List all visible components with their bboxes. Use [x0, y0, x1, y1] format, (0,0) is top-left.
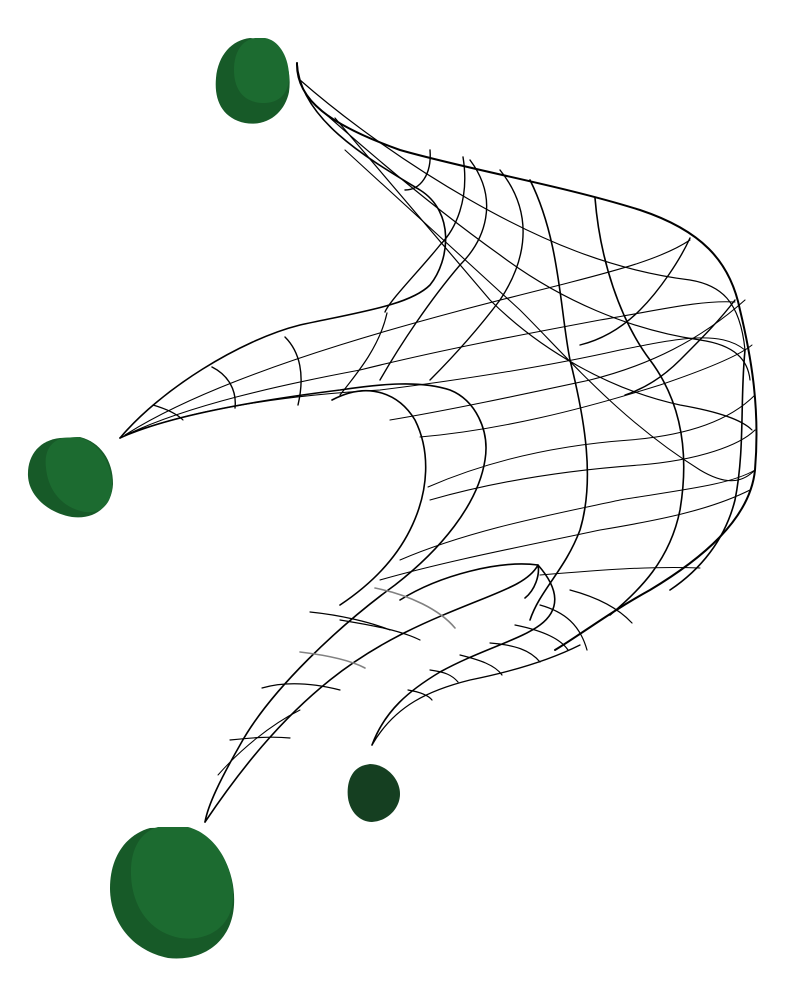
v-line-7 — [579, 237, 691, 346]
faint-line-2 — [299, 651, 366, 669]
left-rib-2 — [211, 366, 236, 409]
v-line-6 — [594, 197, 685, 616]
edge-top-inner — [119, 62, 447, 439]
wireframe-surface — [119, 62, 758, 823]
lower-rib-1 — [261, 683, 341, 691]
edge-left-lower — [119, 383, 487, 823]
u-line-4 — [344, 149, 756, 482]
edge-top-arm — [295, 62, 758, 651]
anchor-left — [27, 437, 113, 518]
body-line-3 — [427, 394, 756, 488]
bottom-arm-rib-7 — [569, 589, 633, 624]
body-line-6 — [379, 489, 751, 581]
anchor-top — [215, 38, 290, 124]
anchor-top-body — [234, 38, 290, 104]
bottom-arm-rib-6 — [539, 604, 588, 651]
body-line-2 — [419, 344, 753, 438]
v-line-9 — [669, 349, 746, 591]
body-line-5 — [399, 469, 756, 561]
edge-inner-fold — [331, 390, 427, 606]
bottom-arm-rib-5 — [514, 624, 569, 651]
left-rib-1 — [152, 404, 184, 421]
body-line-7 — [539, 566, 701, 576]
anchor-bottom-center — [347, 764, 400, 822]
v-line-5 — [529, 179, 589, 621]
v-line-4 — [429, 169, 524, 381]
u-line-1 — [299, 79, 746, 351]
left-rib-4 — [339, 312, 388, 396]
edge-bottom-arm-inner — [371, 644, 581, 746]
left-rib-3 — [284, 336, 302, 406]
left-arm-line-1 — [124, 239, 691, 436]
edge-bottom-arm-outer — [371, 563, 556, 746]
v-line-3 — [379, 159, 488, 381]
anchor-bottom-center-body — [347, 764, 400, 822]
bottom-arm-rib-2 — [429, 669, 459, 683]
anchor-bottom-left — [110, 827, 235, 959]
v-line-8 — [624, 299, 736, 396]
left-arm-line-2 — [127, 301, 736, 435]
body-line-1 — [389, 299, 746, 421]
bottom-arm-rib-4 — [489, 642, 541, 663]
u-line-3 — [334, 117, 753, 431]
body-line-4 — [429, 429, 756, 501]
bottom-arm-rib-3 — [459, 654, 503, 676]
v-line-1 — [404, 149, 431, 191]
lower-rib-5 — [339, 619, 421, 641]
faint-line-1 — [374, 587, 456, 629]
lower-rib-3 — [217, 709, 301, 776]
anchor-bottom-left-body — [130, 827, 234, 939]
left-arm-line-3 — [129, 337, 746, 434]
bottom-arm-rib-1 — [407, 689, 433, 701]
lower-rib-2 — [229, 736, 291, 741]
anchor-left-body — [45, 437, 113, 513]
v-line-2 — [384, 156, 466, 313]
u-line-2 — [309, 99, 751, 381]
